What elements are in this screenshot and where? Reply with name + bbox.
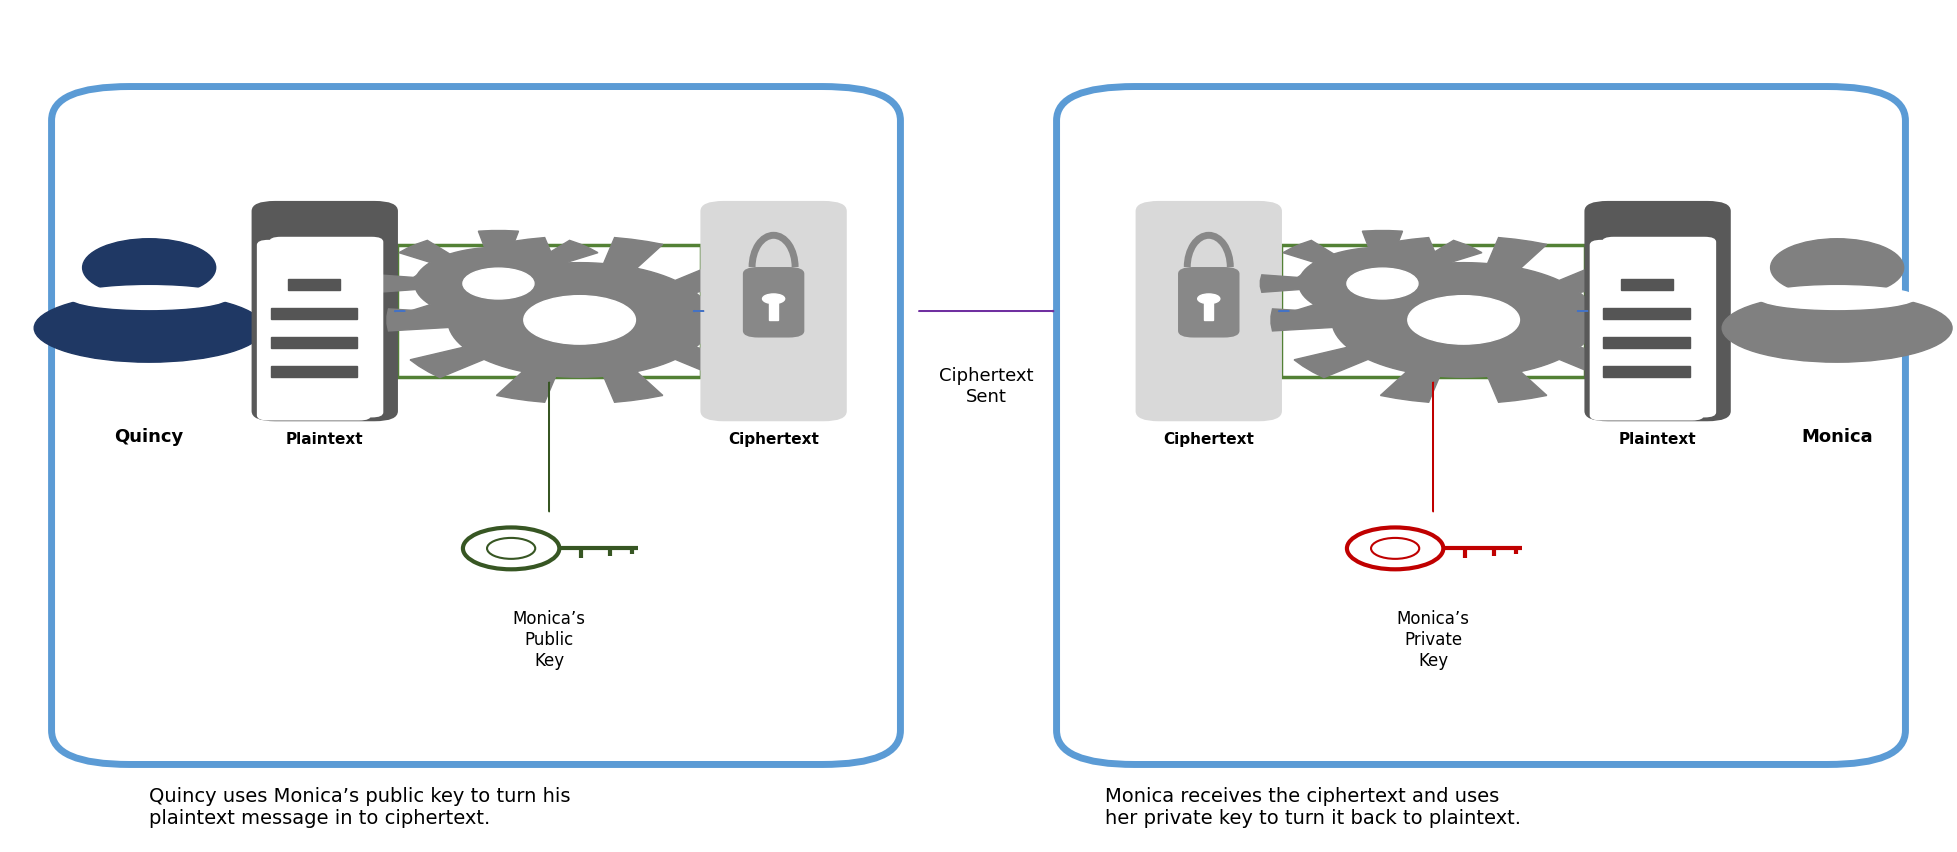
FancyBboxPatch shape (1135, 202, 1282, 422)
Text: Monica’s
Private
Key: Monica’s Private Key (1397, 610, 1470, 669)
Ellipse shape (1722, 295, 1951, 363)
Bar (1620, 280, 1673, 291)
Bar (397, 245, 701, 377)
FancyBboxPatch shape (744, 268, 804, 338)
Circle shape (1407, 296, 1519, 345)
Text: Quincy: Quincy (115, 427, 184, 445)
Polygon shape (387, 239, 773, 403)
Bar (1603, 309, 1691, 320)
Circle shape (1198, 295, 1219, 304)
Bar (270, 366, 358, 377)
FancyBboxPatch shape (1057, 88, 1906, 764)
FancyBboxPatch shape (701, 202, 847, 422)
Text: Ciphertext: Ciphertext (1162, 432, 1254, 447)
Text: Monica receives the ciphertext and uses
her private key to turn it back to plain: Monica receives the ciphertext and uses … (1106, 786, 1521, 826)
Text: Monica’s
Public
Key: Monica’s Public Key (513, 610, 585, 669)
Ellipse shape (70, 286, 227, 310)
Text: Ciphertext: Ciphertext (728, 432, 820, 447)
Bar (270, 337, 358, 348)
Bar (1282, 245, 1585, 377)
Text: Ciphertext
Sent: Ciphertext Sent (939, 366, 1033, 406)
Circle shape (763, 295, 785, 304)
FancyBboxPatch shape (270, 238, 384, 418)
Circle shape (464, 269, 534, 300)
FancyBboxPatch shape (1585, 202, 1730, 422)
Ellipse shape (1759, 286, 1916, 310)
Bar (769, 299, 777, 320)
Bar (1603, 337, 1691, 348)
Text: Plaintext: Plaintext (1618, 432, 1697, 447)
Circle shape (1771, 239, 1904, 297)
Circle shape (1346, 269, 1419, 300)
FancyBboxPatch shape (256, 240, 372, 421)
FancyBboxPatch shape (252, 202, 397, 422)
Circle shape (524, 296, 636, 345)
Bar (1204, 299, 1213, 320)
Bar (270, 309, 358, 320)
Text: Plaintext: Plaintext (286, 432, 364, 447)
Ellipse shape (33, 295, 264, 363)
Bar (288, 280, 341, 291)
Polygon shape (1260, 231, 1505, 337)
Circle shape (82, 239, 215, 297)
FancyBboxPatch shape (1178, 268, 1239, 338)
Text: Monica: Monica (1800, 427, 1873, 445)
Bar (1603, 366, 1691, 377)
FancyBboxPatch shape (51, 88, 900, 764)
FancyBboxPatch shape (1589, 240, 1705, 421)
Text: Quincy uses Monica’s public key to turn his
plaintext message in to ciphertext.: Quincy uses Monica’s public key to turn … (149, 786, 571, 826)
FancyBboxPatch shape (1603, 238, 1716, 418)
Polygon shape (376, 231, 620, 337)
Polygon shape (1270, 239, 1656, 403)
